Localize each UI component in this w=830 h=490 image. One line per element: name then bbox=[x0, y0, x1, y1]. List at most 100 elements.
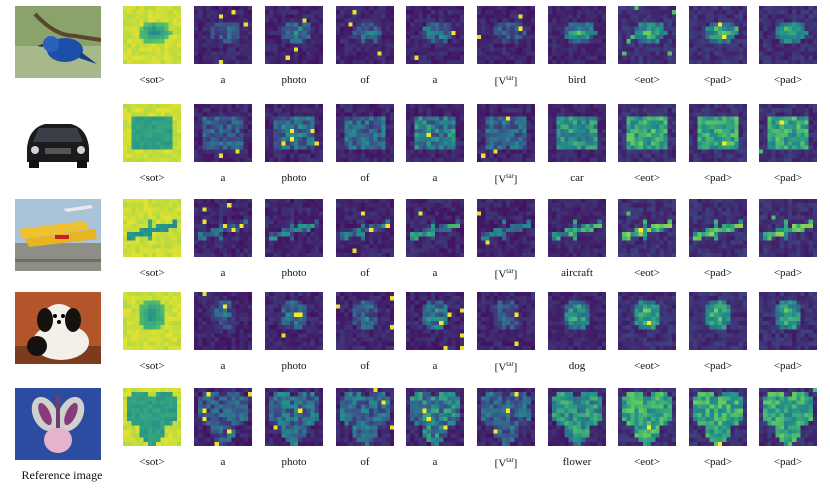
reference-image-aircraft bbox=[15, 199, 101, 271]
token-label: photo bbox=[281, 267, 307, 279]
token-label: photo bbox=[281, 456, 307, 468]
vtar-close: ] bbox=[513, 361, 518, 374]
attention-map-aircraft-8 bbox=[689, 199, 747, 257]
vtar-close: ] bbox=[513, 457, 518, 470]
attention-map-aircraft-1 bbox=[194, 199, 252, 257]
attention-map-aircraft-4 bbox=[406, 199, 464, 257]
attention-map-flower-9 bbox=[759, 388, 817, 446]
token-label: photo bbox=[281, 360, 307, 372]
attention-map-flower-1 bbox=[194, 388, 252, 446]
token-label: a bbox=[432, 172, 438, 184]
attention-map-bird-5 bbox=[477, 6, 535, 64]
token-label: of bbox=[360, 172, 370, 184]
vtar-superscript: tar bbox=[506, 74, 514, 82]
attention-map-bird-0 bbox=[123, 6, 181, 64]
attention-map-dog-7 bbox=[618, 292, 676, 350]
reference-image-car bbox=[15, 104, 101, 176]
token-label: <eot> bbox=[634, 360, 660, 372]
class-label-flower: flower bbox=[562, 456, 592, 468]
token-label: <pad> bbox=[703, 456, 733, 468]
token-label: <eot> bbox=[634, 267, 660, 279]
vtar-close: ] bbox=[513, 173, 518, 186]
token-label-vtar: [Vtar] bbox=[471, 456, 541, 470]
attention-map-dog-4 bbox=[406, 292, 464, 350]
attention-map-dog-9 bbox=[759, 292, 817, 350]
attention-map-car-5 bbox=[477, 104, 535, 162]
token-label: <pad> bbox=[703, 267, 733, 279]
token-label: a bbox=[432, 456, 438, 468]
vtar-superscript: tar bbox=[506, 172, 514, 180]
class-label-bird: bird bbox=[568, 74, 586, 86]
token-label: <sot> bbox=[139, 172, 165, 184]
attention-map-flower-7 bbox=[618, 388, 676, 446]
attention-map-bird-2 bbox=[265, 6, 323, 64]
attention-map-flower-5 bbox=[477, 388, 535, 446]
vtar-close: ] bbox=[513, 75, 518, 88]
attention-map-car-0 bbox=[123, 104, 181, 162]
token-label: a bbox=[432, 74, 438, 86]
attention-map-car-2 bbox=[265, 104, 323, 162]
attention-map-aircraft-7 bbox=[618, 199, 676, 257]
attention-map-car-1 bbox=[194, 104, 252, 162]
vtar-base: [V bbox=[494, 361, 507, 374]
reference-image-bird bbox=[15, 6, 101, 78]
attention-map-car-6 bbox=[548, 104, 606, 162]
vtar-base: [V bbox=[494, 268, 507, 281]
token-label: <eot> bbox=[634, 74, 660, 86]
token-label: photo bbox=[281, 172, 307, 184]
token-label-vtar: [Vtar] bbox=[471, 267, 541, 281]
token-label: of bbox=[360, 456, 370, 468]
class-label-dog: dog bbox=[568, 360, 586, 372]
token-label: a bbox=[220, 172, 226, 184]
attention-map-aircraft-2 bbox=[265, 199, 323, 257]
attention-map-dog-6 bbox=[548, 292, 606, 350]
vtar-superscript: tar bbox=[506, 267, 514, 275]
token-label: photo bbox=[281, 74, 307, 86]
attention-map-bird-3 bbox=[336, 6, 394, 64]
attention-map-flower-4 bbox=[406, 388, 464, 446]
attention-map-flower-2 bbox=[265, 388, 323, 446]
vtar-close: ] bbox=[513, 268, 518, 281]
attention-map-bird-8 bbox=[689, 6, 747, 64]
attention-map-dog-1 bbox=[194, 292, 252, 350]
attention-map-dog-0 bbox=[123, 292, 181, 350]
token-label: <sot> bbox=[139, 360, 165, 372]
figure-row-flower: <sot> a photo of a [Vtar] flower <eot> <pad> <pad… bbox=[0, 388, 830, 470]
token-label: a bbox=[220, 74, 226, 86]
vtar-base: [V bbox=[494, 457, 507, 470]
attention-map-dog-8 bbox=[689, 292, 747, 350]
attention-map-bird-1 bbox=[194, 6, 252, 64]
attention-map-bird-4 bbox=[406, 6, 464, 64]
figure-row-dog: <sot> a photo of a [Vtar] dog <eot> <pad> <pad> bbox=[0, 292, 830, 374]
attention-map-bird-6 bbox=[548, 6, 606, 64]
attention-map-dog-2 bbox=[265, 292, 323, 350]
vtar-base: [V bbox=[494, 75, 507, 88]
attention-map-aircraft-0 bbox=[123, 199, 181, 257]
attention-map-bird-7 bbox=[618, 6, 676, 64]
class-label-aircraft: aircraft bbox=[561, 267, 593, 279]
attention-map-flower-0 bbox=[123, 388, 181, 446]
vtar-base: [V bbox=[494, 173, 507, 186]
vtar-superscript: tar bbox=[506, 456, 514, 464]
attention-map-dog-3 bbox=[336, 292, 394, 350]
token-label-vtar: [Vtar] bbox=[471, 74, 541, 88]
token-label: <eot> bbox=[634, 172, 660, 184]
attention-map-flower-6 bbox=[548, 388, 606, 446]
token-label-vtar: [Vtar] bbox=[471, 360, 541, 374]
token-label: of bbox=[360, 74, 370, 86]
token-label: of bbox=[360, 267, 370, 279]
class-label-car: car bbox=[570, 172, 584, 184]
token-label: <sot> bbox=[139, 74, 165, 86]
attention-map-car-9 bbox=[759, 104, 817, 162]
token-label: <pad> bbox=[703, 74, 733, 86]
attention-map-car-7 bbox=[618, 104, 676, 162]
attention-map-flower-3 bbox=[336, 388, 394, 446]
token-label: of bbox=[360, 360, 370, 372]
token-label: <sot> bbox=[139, 456, 165, 468]
token-label: <pad> bbox=[773, 456, 803, 468]
attention-map-aircraft-6 bbox=[548, 199, 606, 257]
token-label: a bbox=[432, 360, 438, 372]
vtar-superscript: tar bbox=[506, 360, 514, 368]
figure-row-car: <sot> a photo of a [Vtar] car <eot> <pad> <pad> bbox=[0, 104, 830, 186]
